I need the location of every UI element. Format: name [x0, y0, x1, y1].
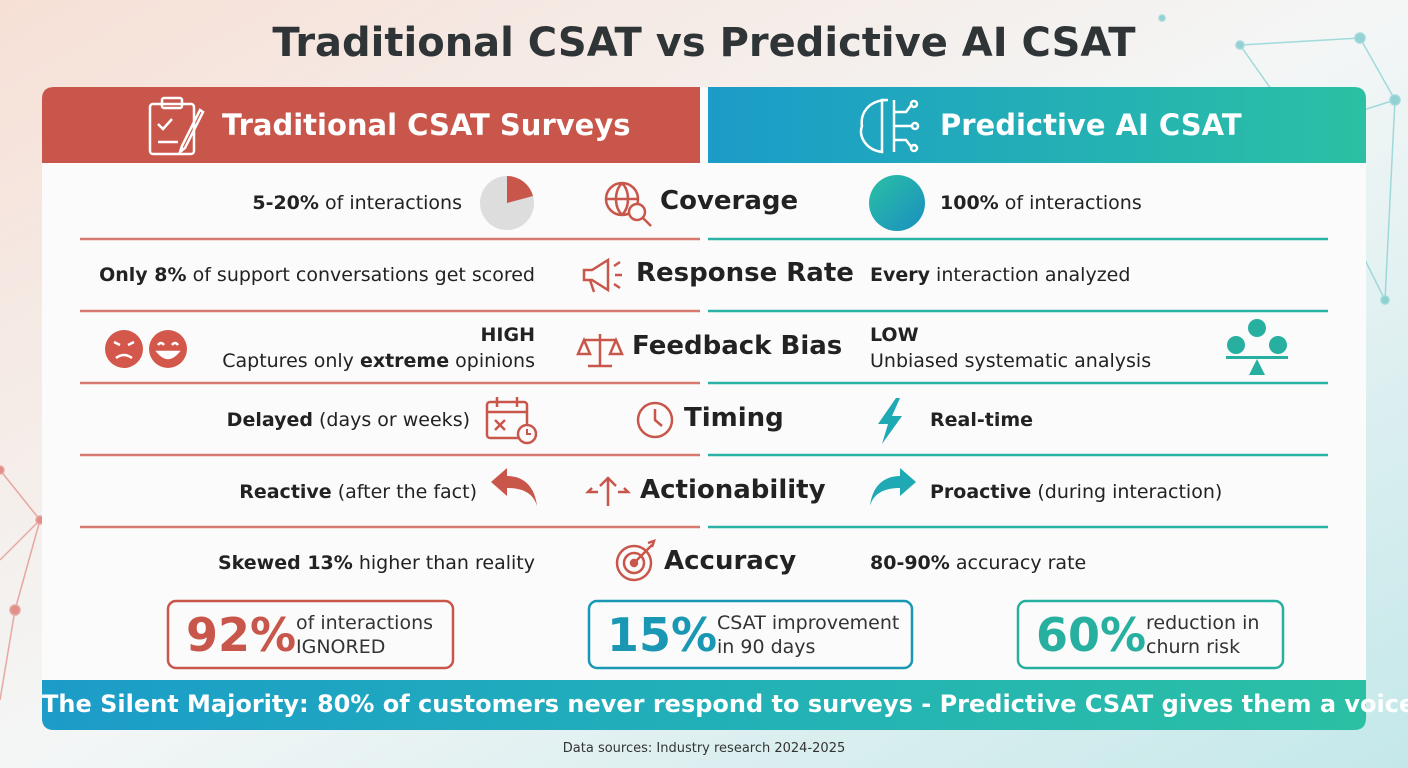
stat-value: 60%: [1036, 608, 1147, 662]
predictive-cell: Real-time: [930, 407, 1033, 433]
text-segment: of interactions: [318, 192, 462, 214]
row-label: Coverage: [660, 186, 799, 216]
stat-value: 15%: [607, 608, 718, 662]
stat-line: churn risk: [1146, 636, 1241, 658]
text-segment: extreme: [359, 350, 450, 372]
text-segment: accuracy rate: [949, 552, 1087, 574]
text-segment: Delayed: [226, 409, 313, 431]
traditional-cell: Only 8% of support conversations get sco…: [99, 262, 535, 288]
row-label: Timing: [684, 403, 784, 433]
text-segment: (after the fact): [331, 481, 477, 503]
text-segment: 100%: [940, 192, 999, 214]
text-segment: (during interaction): [1031, 481, 1223, 503]
stat-line: IGNORED: [296, 636, 386, 658]
stat-value: 92%: [186, 608, 297, 662]
text-segment: Every: [870, 264, 931, 286]
predictive-cell: 100% of interactions: [940, 190, 1142, 216]
text-segment: Captures only: [222, 350, 360, 372]
text-segment: of support conversations get scored: [186, 264, 535, 286]
text-segment: Real-time: [930, 409, 1034, 431]
text-segment: 5-20%: [252, 192, 319, 214]
text-segment: of interactions: [998, 192, 1142, 214]
traditional-cell: Reactive (after the fact): [239, 479, 477, 505]
text-segment: Proactive: [930, 481, 1032, 503]
text-line: Delayed (days or weeks): [227, 407, 470, 433]
predictive-cell: LOW Unbiased systematic analysis: [870, 322, 1151, 374]
left-header: Traditional CSAT Surveys: [222, 108, 631, 142]
text-segment: HIGH: [480, 324, 535, 346]
source: Data sources: Industry research 2024-202…: [562, 741, 846, 756]
text-segment: opinions: [449, 350, 535, 372]
row-label: Response Rate: [636, 258, 854, 288]
row-label: Actionability: [640, 475, 826, 505]
predictive-cell: 80-90% accuracy rate: [870, 550, 1086, 576]
text-segment: Skewed 13%: [217, 552, 353, 574]
text-segment: Reactive: [239, 481, 332, 503]
text-line: 5-20% of interactions: [252, 190, 462, 216]
text-segment: 80-90%: [870, 552, 950, 574]
banner: The Silent Majority: 80% of customers ne…: [42, 690, 1408, 718]
row-label: Accuracy: [664, 546, 797, 576]
text-line: Unbiased systematic analysis: [870, 348, 1151, 374]
traditional-cell: Delayed (days or weeks): [227, 407, 470, 433]
text-line: LOW: [870, 322, 1151, 348]
text-line: 80-90% accuracy rate: [870, 550, 1086, 576]
text-line: Proactive (during interaction): [930, 479, 1222, 505]
stat-text: of interactions IGNORED: [296, 611, 433, 659]
stat-line: of interactions: [296, 612, 434, 634]
stat-line: in 90 days: [717, 636, 816, 658]
traditional-cell: HIGH Captures only extreme opinions: [222, 322, 535, 374]
stat-text: reduction in churn risk: [1146, 611, 1259, 659]
text-segment: higher than reality: [352, 552, 535, 574]
text-line: Captures only extreme opinions: [222, 348, 535, 374]
predictive-cell: Proactive (during interaction): [930, 479, 1222, 505]
text-line: Only 8% of support conversations get sco…: [99, 262, 535, 288]
text-segment: Only 8%: [99, 264, 187, 286]
title: Traditional CSAT vs Predictive AI CSAT: [272, 20, 1136, 66]
text-segment: (days or weeks): [312, 409, 470, 431]
text-line: Real-time: [930, 407, 1033, 433]
text-line: Every interaction analyzed: [870, 262, 1130, 288]
right-header: Predictive AI CSAT: [940, 108, 1242, 142]
stat-line: CSAT improvement: [717, 612, 900, 634]
text-line: HIGH: [222, 322, 535, 348]
text-line: Reactive (after the fact): [239, 479, 477, 505]
stat-line: reduction in: [1146, 612, 1260, 634]
traditional-cell: Skewed 13% higher than reality: [218, 550, 535, 576]
text-segment: LOW: [870, 324, 919, 346]
text-line: Skewed 13% higher than reality: [218, 550, 535, 576]
predictive-cell: Every interaction analyzed: [870, 262, 1130, 288]
row-label: Feedback Bias: [632, 331, 843, 361]
text-line: 100% of interactions: [940, 190, 1142, 216]
text-segment: interaction analyzed: [930, 264, 1131, 286]
stat-text: CSAT improvement in 90 days: [717, 611, 899, 659]
text-segment: Unbiased systematic analysis: [870, 350, 1152, 372]
traditional-cell: 5-20% of interactions: [252, 190, 462, 216]
